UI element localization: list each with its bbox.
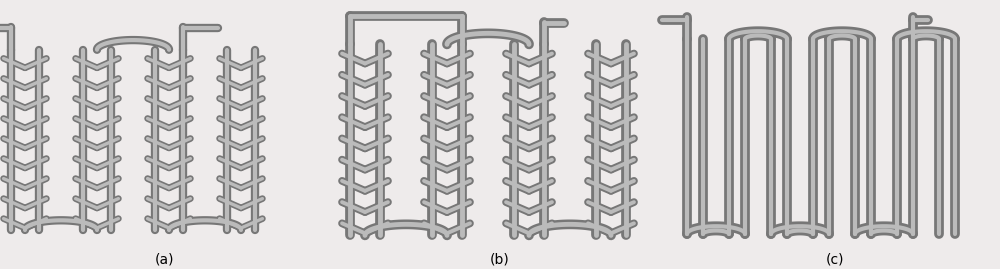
Text: (c): (c) (826, 252, 844, 266)
Text: (b): (b) (490, 252, 510, 266)
Text: (a): (a) (155, 252, 175, 266)
